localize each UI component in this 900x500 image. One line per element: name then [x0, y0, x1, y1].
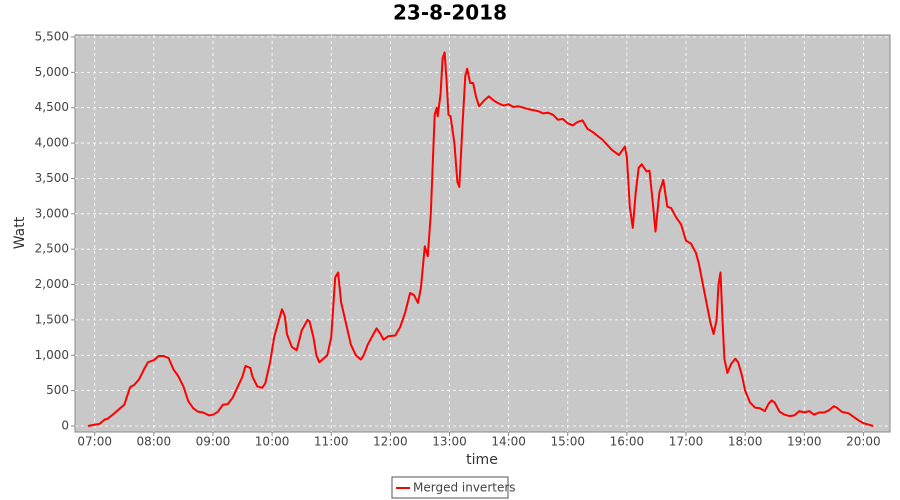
y-tick-label: 0 — [61, 418, 69, 432]
y-tick-label: 500 — [46, 383, 69, 397]
x-tick-label: 18:00 — [728, 435, 763, 449]
x-tick-label: 07:00 — [77, 435, 112, 449]
x-tick-label: 10:00 — [255, 435, 290, 449]
x-tick-label: 15:00 — [550, 435, 585, 449]
legend-label: Merged inverters — [413, 481, 516, 495]
y-tick-label: 2,000 — [35, 277, 69, 291]
x-tick-label: 13:00 — [432, 435, 467, 449]
plot-area — [74, 34, 891, 433]
x-tick-label: 20:00 — [846, 435, 881, 449]
y-tick-label: 1,500 — [35, 312, 69, 326]
y-axis-label: Watt — [12, 216, 28, 249]
x-tick-label: 08:00 — [137, 435, 172, 449]
y-tick-label: 3,500 — [35, 171, 69, 185]
chart-title: 23-8-2018 — [393, 1, 507, 25]
x-tick-label: 14:00 — [491, 435, 526, 449]
y-tick-label: 2,500 — [35, 242, 69, 256]
y-tick-label: 3,000 — [35, 206, 69, 220]
data-line — [87, 51, 874, 427]
x-axis-label: time — [466, 452, 498, 468]
x-tick-label: 11:00 — [314, 435, 349, 449]
y-tick-label: 4,500 — [35, 100, 69, 114]
legend-box — [391, 476, 509, 499]
y-tick-label: 1,000 — [35, 348, 69, 362]
x-tick-label: 16:00 — [610, 435, 645, 449]
x-tick-label: 19:00 — [787, 435, 822, 449]
x-tick-label: 09:00 — [196, 435, 231, 449]
y-tick-label: 5,500 — [35, 29, 69, 43]
x-tick-label: 12:00 — [373, 435, 408, 449]
x-tick-label: 17:00 — [669, 435, 704, 449]
y-tick-label: 4,000 — [35, 136, 69, 150]
legend: Merged inverters — [391, 476, 516, 499]
y-tick-label: 5,000 — [35, 65, 69, 79]
